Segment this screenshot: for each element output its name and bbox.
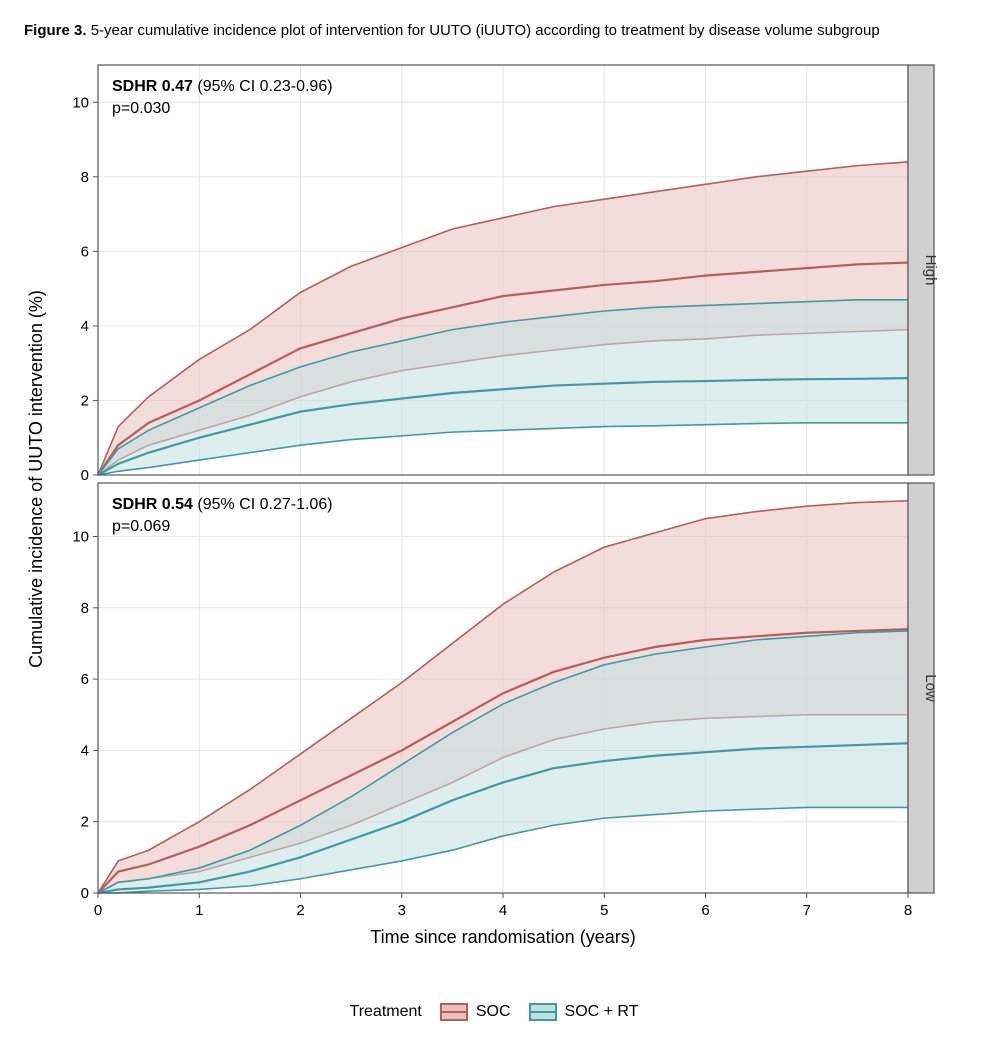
svg-text:0: 0 xyxy=(81,885,89,902)
svg-text:p=0.030: p=0.030 xyxy=(112,100,170,117)
svg-text:2: 2 xyxy=(81,392,89,409)
legend: Treatment SOC SOC + RT xyxy=(20,1003,968,1021)
svg-text:6: 6 xyxy=(81,243,89,260)
svg-text:2: 2 xyxy=(81,814,89,831)
legend-item-soc: SOC xyxy=(440,1003,511,1021)
svg-text:6: 6 xyxy=(81,671,89,688)
svg-text:4: 4 xyxy=(81,318,89,335)
legend-swatch-soc xyxy=(440,1003,468,1021)
svg-text:5: 5 xyxy=(600,902,608,919)
svg-text:0: 0 xyxy=(94,902,102,919)
legend-swatch-socrt xyxy=(529,1003,557,1021)
legend-item-socrt: SOC + RT xyxy=(529,1003,639,1021)
legend-label-soc: SOC xyxy=(476,1003,511,1021)
svg-text:10: 10 xyxy=(72,94,89,111)
figure-label: Figure 3. xyxy=(24,22,87,39)
legend-label-socrt: SOC + RT xyxy=(565,1003,639,1021)
svg-text:8: 8 xyxy=(81,169,89,186)
svg-text:1: 1 xyxy=(195,902,203,919)
svg-text:7: 7 xyxy=(803,902,811,919)
svg-text:4: 4 xyxy=(81,742,89,759)
svg-text:SDHR 0.54 (95% CI 0.27-1.06): SDHR 0.54 (95% CI 0.27-1.06) xyxy=(112,496,333,513)
chart-area: Cumulative incidence of UUTO interventio… xyxy=(20,53,968,993)
svg-text:Low: Low xyxy=(922,674,939,702)
figure-caption-text: 5-year cumulative incidence plot of inte… xyxy=(91,22,880,39)
svg-text:8: 8 xyxy=(81,600,89,617)
svg-text:Time since randomisation (year: Time since randomisation (years) xyxy=(370,927,635,947)
figure-caption: Figure 3. 5-year cumulative incidence pl… xyxy=(20,20,968,41)
svg-text:10: 10 xyxy=(72,528,89,545)
legend-title: Treatment xyxy=(350,1003,422,1021)
svg-text:6: 6 xyxy=(701,902,709,919)
svg-text:3: 3 xyxy=(398,902,406,919)
svg-text:0: 0 xyxy=(81,467,89,484)
svg-text:SDHR 0.47 (95% CI 0.23-0.96): SDHR 0.47 (95% CI 0.23-0.96) xyxy=(112,78,333,95)
figure-container: Figure 3. 5-year cumulative incidence pl… xyxy=(20,20,968,1021)
svg-text:4: 4 xyxy=(499,902,507,919)
svg-text:8: 8 xyxy=(904,902,912,919)
svg-text:High: High xyxy=(922,255,939,286)
chart-svg: Cumulative incidence of UUTO interventio… xyxy=(20,53,968,993)
svg-text:2: 2 xyxy=(296,902,304,919)
svg-text:Cumulative incidence of UUTO i: Cumulative incidence of UUTO interventio… xyxy=(26,290,46,668)
svg-text:p=0.069: p=0.069 xyxy=(112,518,170,535)
